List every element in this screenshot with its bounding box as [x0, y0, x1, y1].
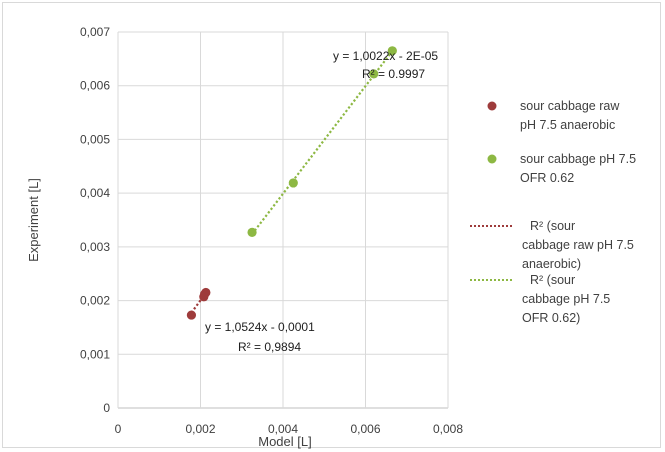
data-point-series-1 [200, 289, 210, 299]
y-tick-label: 0,004 [80, 186, 110, 200]
x-tick-label: 0,006 [350, 422, 380, 436]
trendline-equation-series-1: y = 1,0524x - 0,0001 [205, 320, 315, 334]
y-tick-label: 0,002 [80, 294, 110, 308]
x-tick-label: 0,004 [268, 422, 298, 436]
axis-titles: Model [L] Experiment [L] [26, 178, 312, 449]
legend-marker-series-2 [487, 154, 497, 164]
y-tick-label: 0,006 [80, 79, 110, 93]
data-points [186, 46, 397, 320]
y-tick-label: 0 [103, 401, 110, 415]
y-axis-title: Experiment [L] [26, 178, 41, 262]
legend: sour cabbage raw pH 7.5 anaerobic sour cab… [470, 99, 636, 325]
x-tick-label: 0,002 [185, 422, 215, 436]
trendline-equations: y = 1,0524x - 0,0001 R² = 0,9894 y = 1,002… [205, 49, 438, 354]
data-point-series-2 [387, 46, 397, 56]
legend-label-series-1: pH 7.5 anaerobic [520, 118, 615, 132]
chart-frame [2, 2, 661, 448]
legend-trendline-label-series-1: cabbage raw pH 7.5 [522, 238, 634, 252]
data-point-series-2 [369, 69, 379, 79]
legend-label-series-1: sour cabbage raw [520, 99, 620, 113]
y-tick-label: 0,005 [80, 132, 110, 146]
x-tick-label: 0 [115, 422, 122, 436]
trendline-series-2 [251, 50, 394, 235]
legend-marker-series-1 [487, 101, 497, 111]
legend-label-series-2: OFR 0.62 [520, 171, 574, 185]
x-tick-label: 0,008 [433, 422, 463, 436]
legend-trendline-label-series-1: anaerobic) [522, 257, 581, 271]
y-tick-label: 0,001 [80, 347, 110, 361]
data-point-series-2 [288, 178, 298, 188]
tick-labels: 0 0,001 0,002 0,003 0,004 0,005 0,006 0,007 0 0,0… [80, 25, 463, 436]
legend-trendline-label-series-1: R² (sour [530, 219, 575, 233]
x-axis-title: Model [L] [258, 434, 311, 449]
trendlines [190, 50, 394, 314]
y-tick-label: 0,003 [80, 240, 110, 254]
trendline-equation-series-1: R² = 0,9894 [238, 340, 301, 354]
legend-trendline-label-series-2: cabbage pH 7.5 [522, 292, 610, 306]
data-point-series-2 [247, 227, 257, 237]
legend-trendline-label-series-2: OFR 0.62) [522, 311, 580, 325]
trendline-equation-series-2: y = 1,0022x - 2E-05 [333, 49, 438, 63]
legend-label-series-2: sour cabbage pH 7.5 [520, 152, 636, 166]
data-point-series-1 [186, 310, 197, 320]
trendline-equation-series-2: R² = 0.9997 [362, 67, 425, 81]
grid-lines [117, 31, 449, 409]
legend-trendline-label-series-2: R² (sour [530, 273, 575, 287]
y-tick-label: 0,007 [80, 25, 110, 39]
